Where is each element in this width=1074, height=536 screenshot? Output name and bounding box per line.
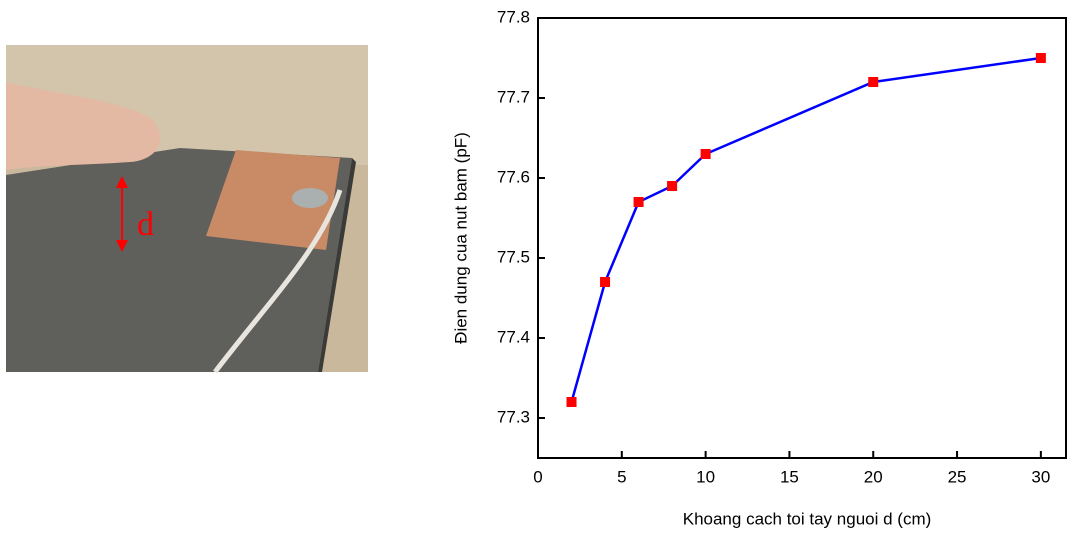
x-axis-label: Khoang cach toi tay nguoi d (cm) xyxy=(683,509,932,528)
data-point xyxy=(600,277,610,287)
x-tick-label: 30 xyxy=(1031,467,1050,486)
data-point xyxy=(667,181,677,191)
x-tick-label: 25 xyxy=(948,467,967,486)
data-point xyxy=(701,149,711,159)
data-line xyxy=(572,58,1041,402)
y-tick-label: 77.4 xyxy=(497,327,530,346)
x-tick-label: 5 xyxy=(617,467,626,486)
y-tick-label: 77.7 xyxy=(497,87,530,106)
photo-solder xyxy=(292,188,328,208)
y-tick-label: 77.5 xyxy=(497,247,530,266)
data-point xyxy=(1036,53,1046,63)
figure: d Khoang cach toi tay nguoi d (cm) Đien … xyxy=(0,0,1074,531)
y-tick-label: 77.3 xyxy=(497,407,530,426)
data-point xyxy=(567,397,577,407)
y-tick-label: 77.6 xyxy=(497,167,530,186)
photo: d xyxy=(6,45,368,372)
x-tick-label: 15 xyxy=(780,467,799,486)
y-axis-label: Đien dung cua nut bam (pF) xyxy=(451,132,470,344)
data-point xyxy=(868,77,878,87)
data-point xyxy=(634,197,644,207)
y-tick-label: 77.8 xyxy=(497,7,530,26)
x-tick-label: 20 xyxy=(864,467,883,486)
photo-label: d xyxy=(137,206,154,243)
x-tick-label: 0 xyxy=(533,467,542,486)
x-tick-label: 10 xyxy=(696,467,715,486)
plot-frame xyxy=(538,18,1066,458)
